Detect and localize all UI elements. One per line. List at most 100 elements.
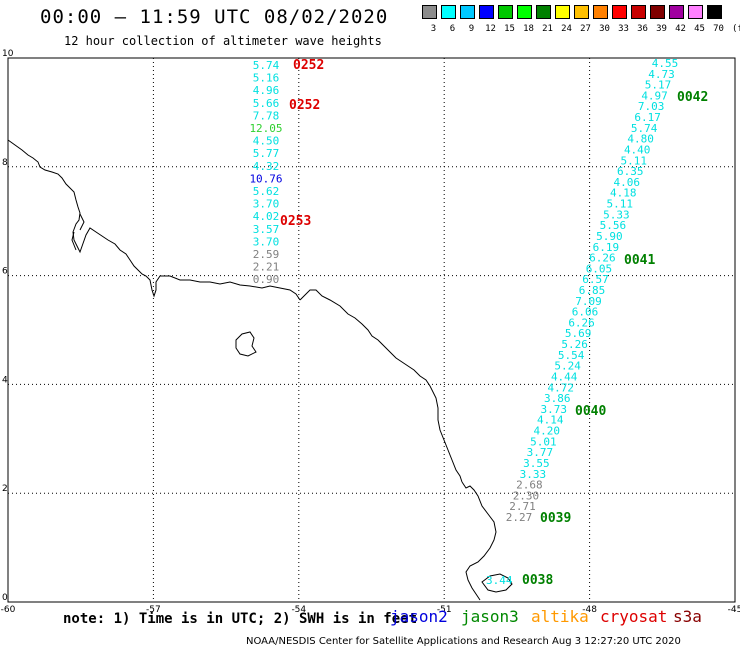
wave-height-value: 5.74 xyxy=(253,59,280,72)
wave-height-value: 3.86 xyxy=(544,392,571,405)
y-tick-label: 6 xyxy=(2,267,8,277)
legend-label: 12 xyxy=(485,24,496,34)
satellite-label-s3a: s3a xyxy=(673,607,702,626)
wave-height-value: 3.70 xyxy=(253,198,280,211)
x-tick-label: -60 xyxy=(1,605,16,615)
marajo-island xyxy=(481,573,513,593)
legend-swatch xyxy=(536,5,551,19)
wave-height-value: 5.69 xyxy=(565,327,592,340)
essequibo-estuary xyxy=(71,213,85,251)
wave-height-value: 3.77 xyxy=(527,446,554,459)
reservoir-lake xyxy=(235,331,257,357)
legend-swatch xyxy=(631,5,646,19)
y-tick-label: 0 xyxy=(2,593,8,603)
wave-height-value: 4.72 xyxy=(547,381,574,394)
wave-height-value: 5.16 xyxy=(253,72,280,85)
legend-label: 21 xyxy=(542,24,553,34)
wave-height-value: 4.50 xyxy=(253,135,280,148)
wave-height-value: 5.54 xyxy=(558,349,585,362)
wave-height-value: 6.06 xyxy=(572,306,599,319)
legend-label: 42 xyxy=(675,24,686,34)
x-tick-label: -51 xyxy=(437,605,452,615)
legend-label: 18 xyxy=(523,24,534,34)
legend-swatch xyxy=(574,5,589,19)
legend-label: 15 xyxy=(504,24,515,34)
x-tick-label: -57 xyxy=(146,605,161,615)
wave-height-value: 4.80 xyxy=(627,133,654,146)
y-tick-label: 4 xyxy=(2,375,8,385)
wave-height-value: 7.03 xyxy=(638,100,665,113)
wave-height-value: 5.11 xyxy=(607,198,634,211)
wave-height-value: 3.57 xyxy=(253,223,280,236)
pass-time-label: 0252 xyxy=(289,98,320,113)
wave-height-value: 5.77 xyxy=(253,147,280,160)
wave-height-value: 2.71 xyxy=(509,500,536,513)
wave-height-value: 4.96 xyxy=(253,84,280,97)
wave-height-value: 6.19 xyxy=(593,241,620,254)
wave-height-value: 5.17 xyxy=(645,79,672,92)
wave-height-value: 12.05 xyxy=(249,122,282,135)
wave-height-value: 4.40 xyxy=(624,143,651,156)
wave-height-value: 5.24 xyxy=(554,360,581,373)
legend-label: 27 xyxy=(580,24,591,34)
wave-height-value: 4.18 xyxy=(610,187,637,200)
legend-unit: (ft) xyxy=(732,24,740,34)
wave-height-value: 6.35 xyxy=(617,165,644,178)
wave-height-value: 7.09 xyxy=(575,295,602,308)
coastline-venezuela-guyana xyxy=(7,139,301,301)
legend-label: 30 xyxy=(599,24,610,34)
wave-height-value: 6.85 xyxy=(579,284,606,297)
wave-height-value: 5.33 xyxy=(603,208,630,221)
pass-time-label: 0252 xyxy=(293,58,324,73)
legend-label: 39 xyxy=(656,24,667,34)
legend-swatch xyxy=(460,5,475,19)
legend-swatch xyxy=(688,5,703,19)
y-tick-label: 2 xyxy=(2,484,8,494)
legend-swatch xyxy=(555,5,570,19)
altimeter-track-west: 5.745.164.965.667.7812.054.505.774.3210.… xyxy=(249,59,282,286)
plot-frame xyxy=(7,57,736,603)
legend-label: 36 xyxy=(637,24,648,34)
wave-height-value: 4.55 xyxy=(652,57,679,70)
wave-height-value: 4.06 xyxy=(614,176,641,189)
pass-time-label: 0038 xyxy=(522,573,553,588)
wave-height-value: 5.62 xyxy=(253,185,280,198)
wave-height-value: 5.11 xyxy=(620,154,647,167)
legend-label: 33 xyxy=(618,24,629,34)
altimeter-track-east: 4.554.735.174.977.036.175.744.804.405.11… xyxy=(506,57,679,524)
satellite-label-jason3: jason3 xyxy=(461,607,519,626)
satellite-label-altika: altika xyxy=(531,607,589,626)
map-title: 00:00 – 11:59 UTC 08/02/2020 xyxy=(40,6,389,28)
wave-height-value: 5.26 xyxy=(561,338,588,351)
coastline-amapa xyxy=(461,481,497,601)
wave-height-value: 4.20 xyxy=(534,425,561,438)
wave-height-value: 6.57 xyxy=(582,273,609,286)
south-track-value: 3.44 xyxy=(486,574,513,587)
satellite-label-cryosat: cryosat xyxy=(600,607,668,626)
wave-height-value: 5.56 xyxy=(600,219,627,232)
wave-height-value: 5.66 xyxy=(253,97,280,110)
wave-height-value: 0.90 xyxy=(253,273,280,286)
pass-time-label: 0042 xyxy=(677,90,708,105)
wave-height-value: 3.70 xyxy=(253,235,280,248)
legend-label: 6 xyxy=(449,24,456,34)
footnote: note: 1) Time is in UTC; 2) SWH is in fe… xyxy=(63,611,418,627)
legend-swatch xyxy=(669,5,684,19)
pass-time-labels: 0252 0252 0253 0042 0041 0040 0039 0038 xyxy=(280,58,708,588)
legend-swatch xyxy=(441,5,456,19)
wave-height-value: 4.14 xyxy=(537,414,564,427)
axis-labels: -60 -57 -54 -51 -48 -45 0 2 4 6 8 10 xyxy=(1,49,740,615)
coastline xyxy=(7,139,513,601)
pass-time-label: 0039 xyxy=(540,511,571,526)
legend-label: 3 xyxy=(430,24,437,34)
wave-height-value: 5.74 xyxy=(631,122,658,135)
legend-swatch xyxy=(612,5,627,19)
legend-swatch xyxy=(593,5,608,19)
y-tick-label: 10 xyxy=(2,49,14,59)
wave-height-value: 3.73 xyxy=(541,403,568,416)
wave-height-value: 4.32 xyxy=(253,160,280,173)
wave-height-value: 2.30 xyxy=(513,489,540,502)
wave-height-value: 5.90 xyxy=(596,230,623,243)
wave-height-value: 6.05 xyxy=(586,262,613,275)
